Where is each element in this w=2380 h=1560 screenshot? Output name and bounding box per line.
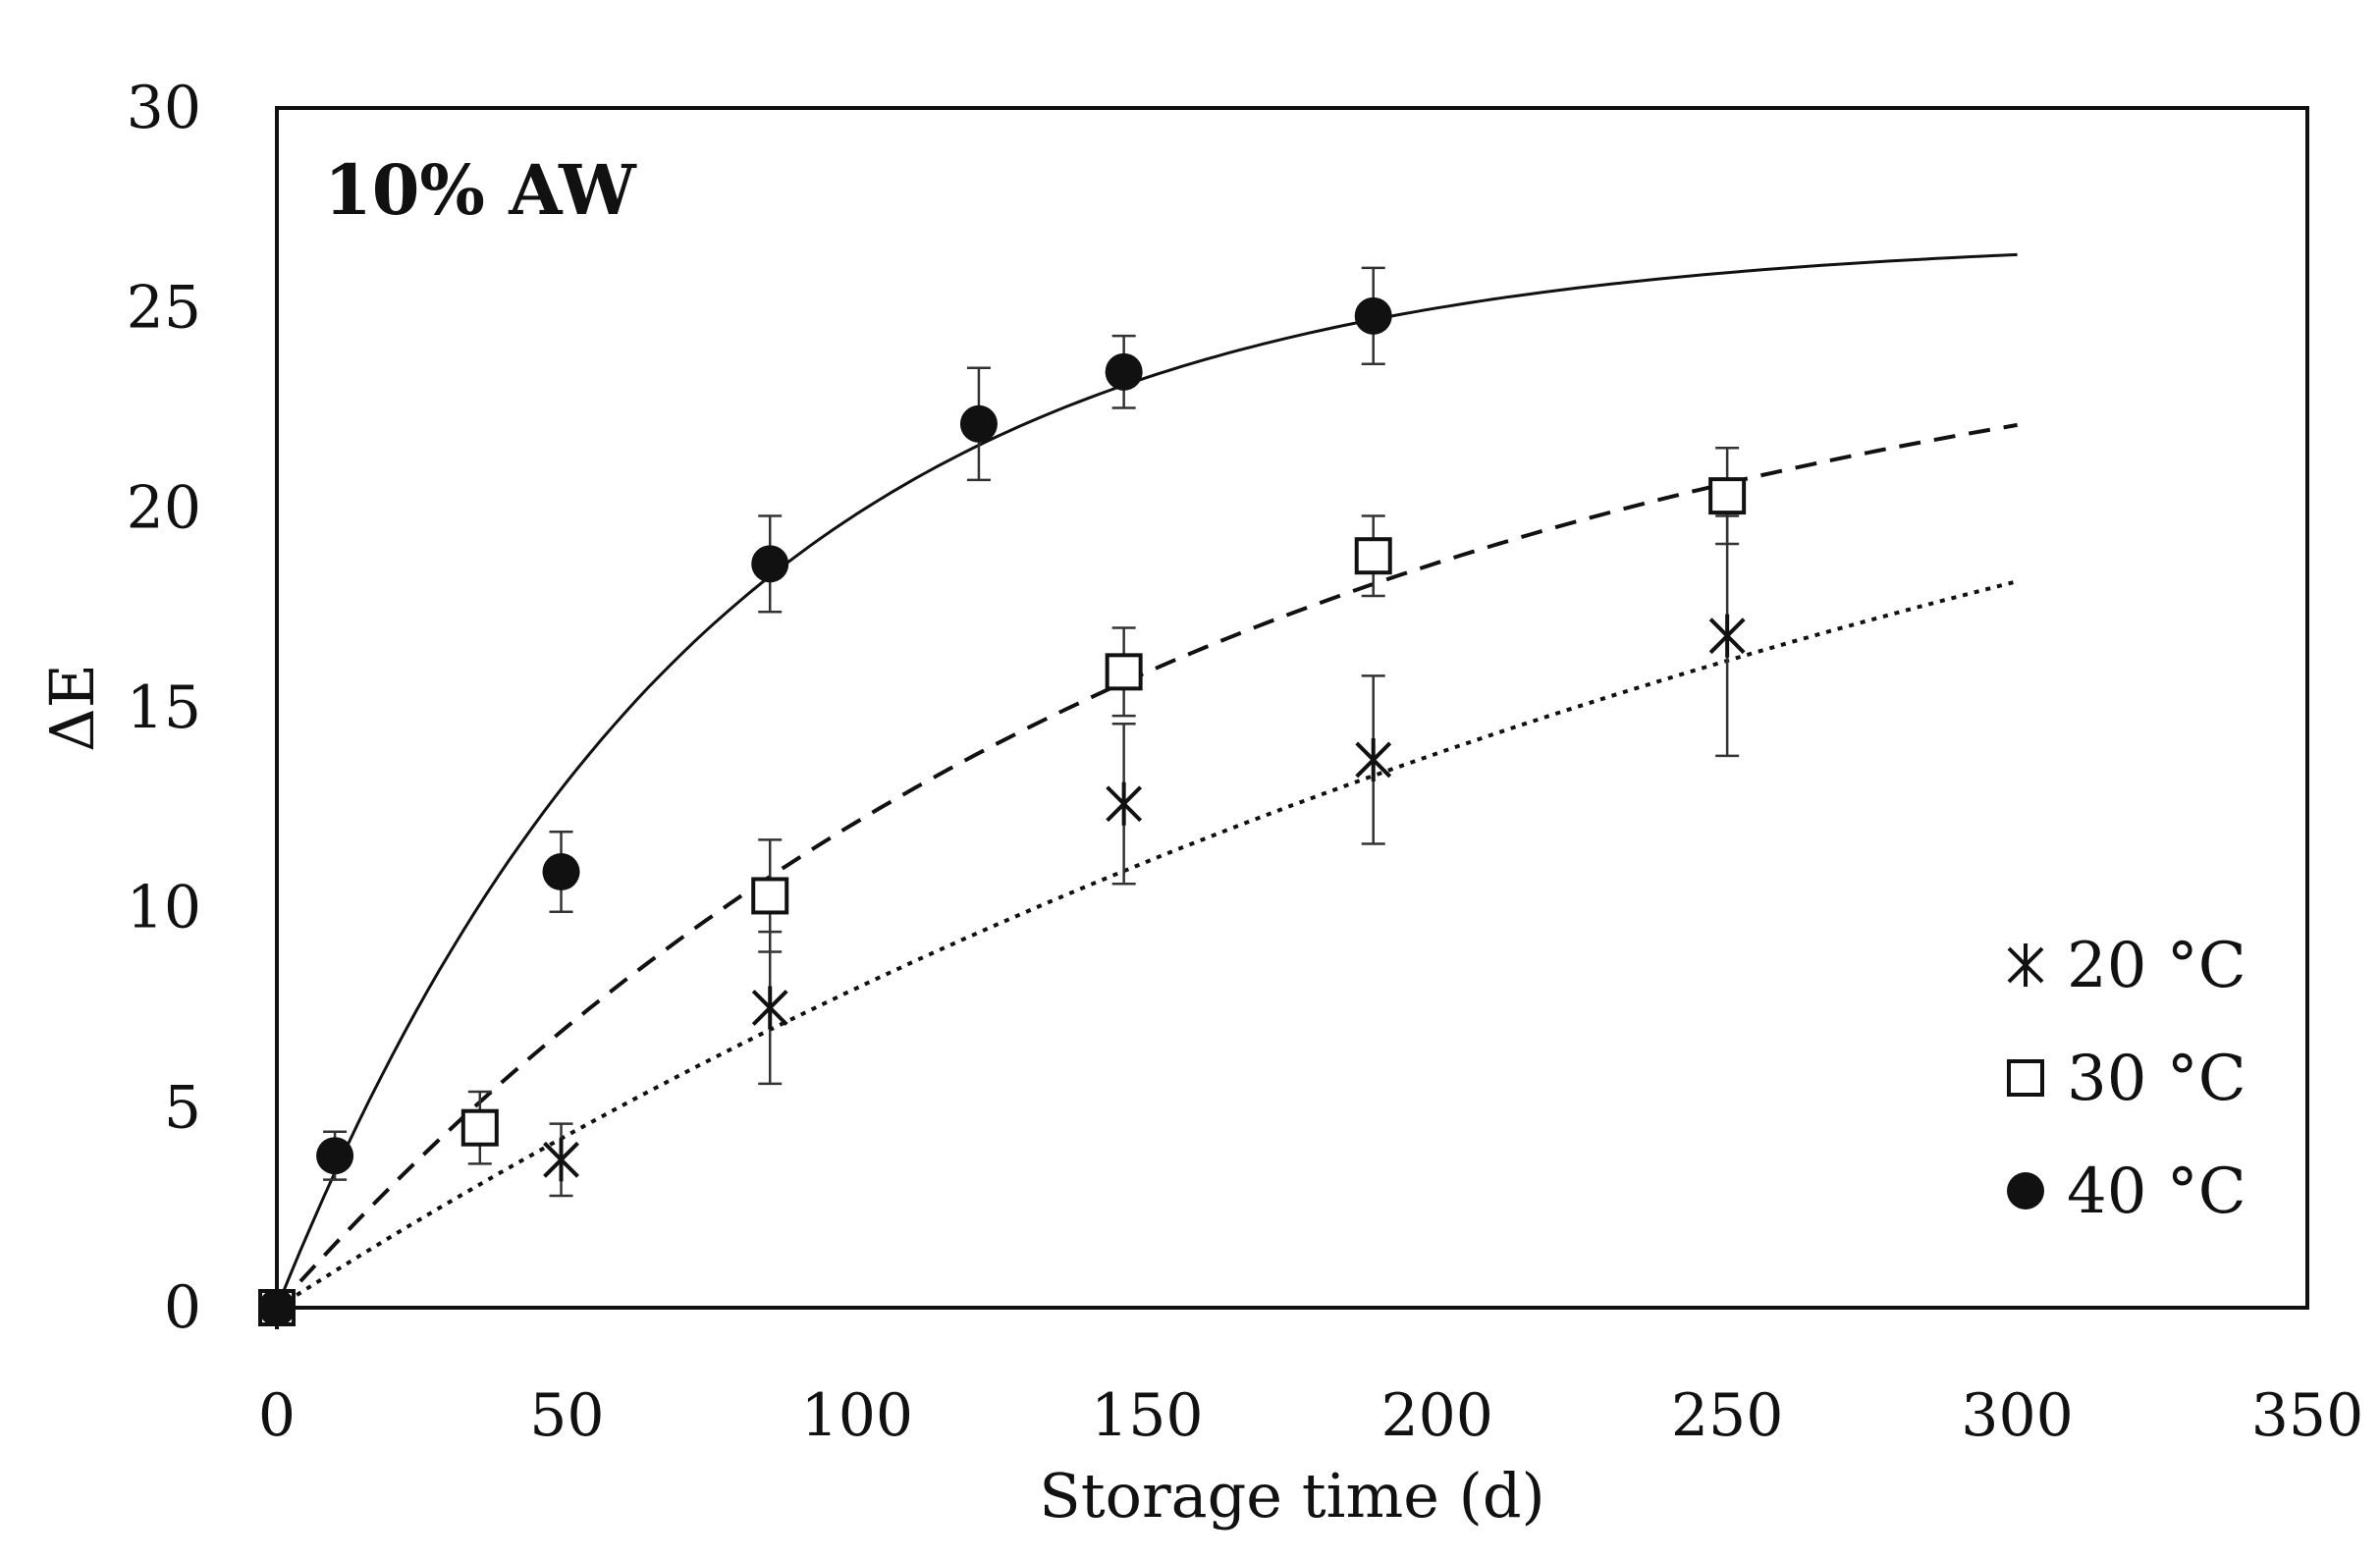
marker-s2-p2: [542, 853, 580, 891]
marker-s0-p5: [1708, 614, 1746, 658]
error-bars: [323, 266, 1740, 1198]
x-axis-title: Storage time (d): [1039, 1460, 1544, 1532]
marker-s2-p3: [751, 545, 789, 583]
marker-s2-p1: [316, 1137, 354, 1175]
marker-s2-p6: [1354, 296, 1392, 335]
legend-label-1: 30 °C: [2067, 1043, 2246, 1115]
x-tick-label: 200: [1380, 1381, 1493, 1450]
marker-s2-p0: [258, 1289, 296, 1326]
x-tick-label: 350: [2251, 1381, 2364, 1450]
marker-s2-p4: [959, 404, 998, 443]
marker-s1-p5: [1708, 477, 1747, 515]
plot-frame: [275, 106, 2309, 1310]
legend-label-2: 40 °C: [2067, 1156, 2246, 1228]
x-tick-label: 150: [1091, 1381, 1204, 1450]
y-tick-label: 30: [127, 74, 201, 142]
legend-marker-1: [2007, 1059, 2044, 1097]
y-axis-title: ΔE: [36, 664, 108, 752]
marker-s2-p5: [1105, 352, 1143, 391]
legend: 20 °C 30 °C 40 °C: [2007, 930, 2246, 1228]
x-tick-label: 300: [1961, 1381, 2074, 1450]
fit-curves: [275, 252, 2019, 1310]
y-tick-label: 5: [164, 1073, 201, 1142]
fit-curve-0: [275, 579, 2019, 1310]
marker-s0-p4: [1355, 737, 1392, 781]
marker-s0-p2: [751, 986, 788, 1030]
x-tick-label: 250: [1671, 1381, 1784, 1450]
legend-marker-0: [2007, 943, 2044, 987]
marker-s0-p3: [1106, 781, 1143, 826]
x-tick-label: 50: [529, 1381, 604, 1450]
marker-s1-p4: [1354, 537, 1392, 575]
y-tick-label: 20: [127, 473, 201, 542]
marker-s1-p2: [751, 877, 789, 915]
y-tick-label: 15: [127, 673, 201, 742]
legend-marker-2: [2007, 1172, 2044, 1210]
x-tick-label: 0: [258, 1381, 296, 1450]
x-tick-label: 100: [801, 1381, 914, 1450]
marker-s1-p3: [1105, 653, 1143, 691]
y-tick-label: 10: [127, 874, 201, 942]
marker-s0-p1: [543, 1138, 579, 1182]
y-axis-ticks: 0 5 10 15 20 25 30: [127, 74, 201, 1342]
y-tick-label: 0: [164, 1273, 201, 1342]
fit-curve-2: [275, 252, 2018, 1309]
y-tick-label: 25: [127, 274, 201, 343]
marker-s1-p1: [460, 1108, 499, 1147]
legend-label-0: 20 °C: [2067, 930, 2246, 1002]
x-axis-ticks: 0 50 100 150 200 250 300 350: [258, 1381, 2363, 1450]
data-markers: [258, 296, 1747, 1329]
fit-curve-1: [275, 422, 2018, 1310]
panel-label: 10% AW: [324, 149, 637, 231]
